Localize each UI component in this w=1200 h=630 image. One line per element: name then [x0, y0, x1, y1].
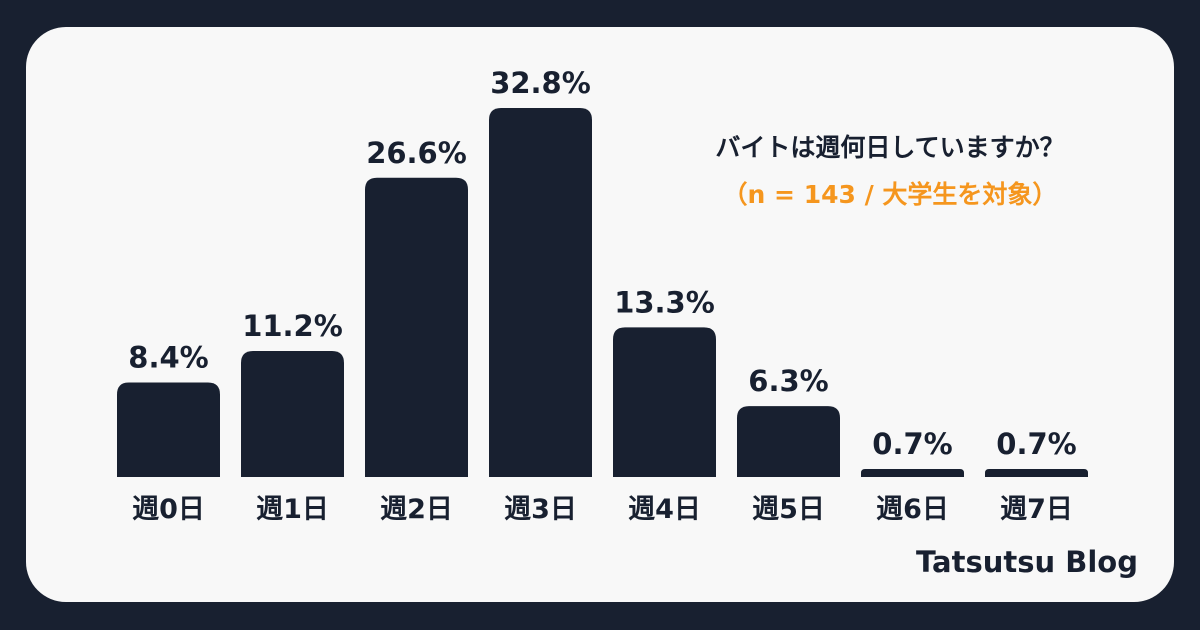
value-label-2: 26.6%: [366, 136, 467, 170]
category-label-3: 週3日: [504, 494, 577, 525]
bar-3: [489, 108, 592, 477]
category-label-2: 週2日: [380, 494, 453, 525]
bar-0: [117, 382, 220, 477]
bar-1: [241, 351, 344, 477]
value-label-7: 0.7%: [996, 427, 1076, 461]
value-label-0: 8.4%: [128, 341, 208, 375]
chart-title: バイトは週何日していますか？: [715, 133, 1065, 162]
bar-6: [861, 469, 964, 477]
category-label-7: 週7日: [1000, 494, 1073, 525]
value-label-5: 6.3%: [748, 364, 828, 398]
category-label-6: 週6日: [876, 494, 949, 525]
value-label-1: 11.2%: [242, 309, 343, 343]
category-label-0: 週0日: [132, 494, 205, 525]
value-label-6: 0.7%: [872, 427, 952, 461]
bar-5: [737, 406, 840, 477]
category-label-5: 週5日: [752, 494, 825, 525]
chart-subtitle: （n = 143 / 大学生を対象）: [722, 180, 1058, 209]
bar-7: [985, 469, 1088, 477]
value-label-4: 13.3%: [614, 285, 715, 319]
brand-logo-text: Tatsutsu Blog: [916, 545, 1138, 579]
bar-4: [613, 327, 716, 477]
value-label-3: 32.8%: [490, 66, 591, 100]
category-label-4: 週4日: [628, 494, 701, 525]
bar-2: [365, 177, 468, 477]
chart-card: [26, 27, 1174, 602]
category-label-1: 週1日: [256, 494, 329, 525]
